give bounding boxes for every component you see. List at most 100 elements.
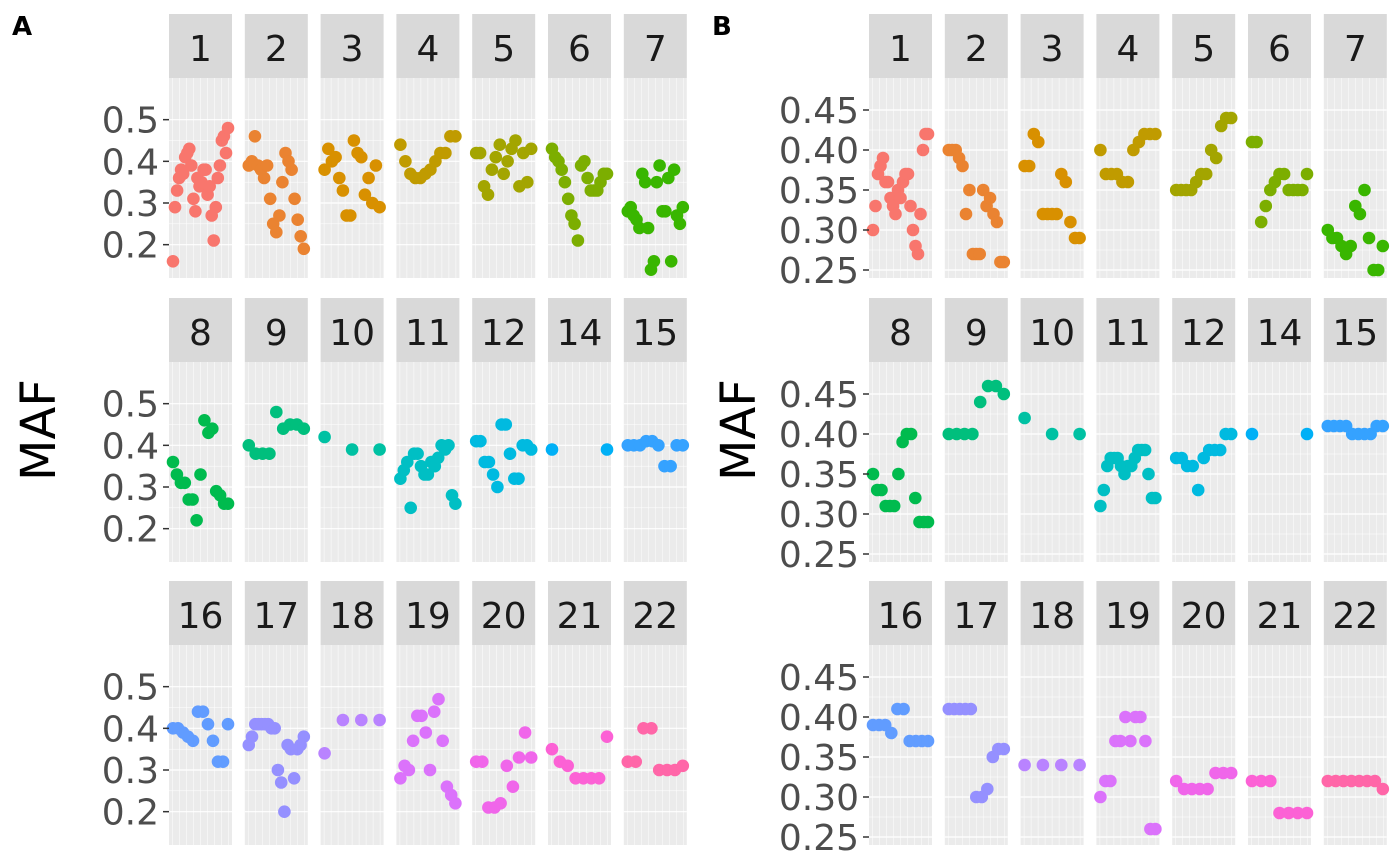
data-point (512, 472, 525, 486)
data-point (427, 705, 441, 718)
data-point (482, 455, 496, 469)
data-point (263, 447, 276, 461)
data-point (964, 702, 978, 716)
facet-chr-12: 12 (1169, 298, 1238, 562)
facet-strip (1096, 581, 1160, 645)
data-point (431, 451, 445, 465)
facet-strip (472, 14, 536, 78)
facet-strip (320, 14, 384, 78)
facet-chr-7: 7 (1321, 14, 1390, 278)
data-point (1291, 806, 1305, 820)
facet-chr-19: 19 (1094, 581, 1162, 845)
data-point (904, 427, 918, 441)
facet-label: 6 (568, 29, 591, 70)
data-point (1121, 175, 1135, 189)
facet-chr-10: 10 (1018, 298, 1086, 562)
y-tick-label: 0.4 (102, 426, 159, 467)
facet-label: 16 (178, 596, 224, 637)
data-point (524, 751, 538, 764)
data-point (667, 163, 681, 176)
data-point (245, 730, 259, 743)
y-tick-label: 0.30 (779, 495, 859, 536)
data-point (497, 167, 511, 181)
data-point (509, 134, 522, 147)
data-point (287, 772, 301, 785)
facet-chr-5: 5 (1169, 14, 1238, 278)
data-point (221, 717, 235, 731)
data-point (373, 200, 386, 214)
facet-strip (244, 581, 308, 645)
data-point (423, 763, 437, 777)
data-point (369, 159, 383, 172)
data-point (638, 175, 652, 189)
data-point (406, 734, 420, 748)
data-point (1149, 127, 1162, 141)
data-point (555, 163, 568, 176)
data-point (1119, 710, 1132, 724)
data-point (207, 234, 220, 247)
facet-label: 21 (1257, 596, 1303, 637)
data-point (887, 499, 901, 513)
data-point (1201, 782, 1214, 796)
data-point (981, 782, 994, 796)
data-point (664, 459, 677, 473)
data-point (521, 175, 534, 189)
data-point (876, 151, 890, 165)
data-point (421, 468, 435, 481)
facet-chr-21: 21 (545, 581, 614, 845)
data-point (221, 121, 235, 135)
data-point (983, 191, 997, 205)
y-tick-label: 0.30 (779, 211, 859, 252)
data-point (473, 146, 487, 160)
data-point (344, 209, 357, 222)
data-point (221, 497, 235, 511)
data-point (449, 130, 462, 143)
data-point (1149, 491, 1162, 505)
facet-chr-1: 1 0.250.300.350.400.45 (779, 14, 935, 292)
y-tick-label: 0.4 (102, 142, 159, 183)
y-tick-label: 0.5 (102, 385, 159, 426)
facet-strip (1020, 581, 1084, 645)
data-point (959, 207, 973, 221)
facet-chr-6: 6 (545, 14, 614, 278)
data-point (209, 200, 223, 214)
facet-chr-11: 11 (1094, 298, 1162, 562)
facet-chr-22: 22 (1321, 581, 1390, 845)
data-point (442, 439, 455, 452)
facet-label: 3 (341, 29, 364, 70)
data-point (355, 713, 368, 727)
facet-chr-8: 8 0.250.300.350.400.45 (779, 298, 935, 576)
data-point (199, 163, 212, 176)
data-point (291, 213, 305, 226)
facet-strip (1020, 298, 1084, 362)
facet-chr-8: 8 0.20.30.40.5 (102, 298, 235, 562)
data-point (1142, 467, 1155, 481)
facet-label: 10 (329, 313, 375, 354)
facet-chr-18: 18 (318, 581, 386, 845)
data-point (966, 427, 979, 441)
data-point (1055, 758, 1068, 772)
data-point (474, 434, 487, 448)
data-point (187, 192, 200, 206)
data-point (676, 200, 690, 214)
y-tick-label: 0.5 (102, 668, 159, 709)
data-point (394, 772, 407, 785)
facet-label: 6 (1268, 29, 1291, 70)
data-point (436, 734, 450, 748)
data-point (997, 255, 1011, 269)
data-point (571, 234, 585, 247)
data-point (676, 439, 690, 452)
facet-chr-5: 5 (469, 14, 538, 278)
y-tick-label: 0.30 (779, 778, 859, 819)
facet-chr-3: 3 (1018, 14, 1086, 278)
data-point (990, 215, 1004, 229)
facet-strip (623, 298, 687, 362)
facet-strip (623, 581, 687, 645)
data-point (512, 751, 526, 764)
data-point (1104, 774, 1117, 788)
data-point (216, 755, 230, 768)
data-point (1282, 806, 1295, 820)
data-point (329, 150, 342, 164)
data-point (989, 379, 1003, 393)
